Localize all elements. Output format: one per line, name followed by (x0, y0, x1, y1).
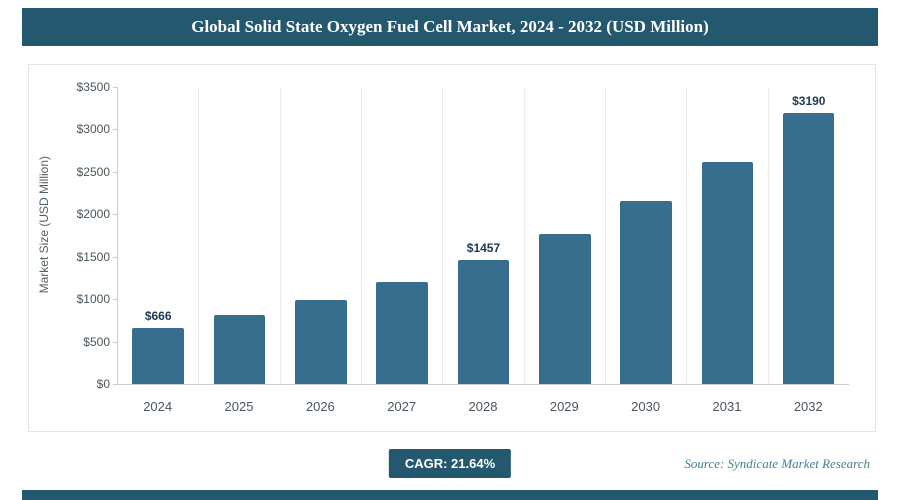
x-axis-label: 2031 (712, 399, 742, 414)
x-axis-label: 2028 (468, 399, 498, 414)
cagr-badge: CAGR: 21.64% (388, 449, 512, 478)
x-axis-label: 2027 (387, 399, 417, 414)
y-tick-mark (113, 341, 118, 343)
y-tick-mark (113, 299, 118, 301)
y-tick-mark (113, 256, 118, 258)
x-axis-label: 2024 (143, 399, 173, 414)
y-tick-label: $1500 (77, 250, 118, 264)
x-axis-label: 2025 (224, 399, 254, 414)
y-tick-mark (113, 87, 118, 88)
x-axis-labels: 2024 2025 2026 2027 2028 2029 2030 2031 2032 (117, 399, 849, 419)
bar-slot: $1457 (443, 87, 525, 384)
y-tick-label: $2000 (77, 207, 118, 221)
chart-title-banner: Global Solid State Oxygen Fuel Cell Mark… (22, 8, 878, 46)
bar (783, 113, 835, 384)
bar-value-label: $1457 (466, 241, 501, 256)
bar (376, 282, 428, 384)
bar (132, 327, 184, 384)
y-tick-label: $3000 (77, 122, 118, 136)
x-axis-label: 2029 (549, 399, 579, 414)
y-tick-mark (113, 384, 118, 385)
x-axis-label: 2030 (631, 399, 661, 414)
y-tick-label: $2500 (77, 165, 118, 179)
bar (620, 201, 672, 384)
bar-value-label: $666 (144, 308, 172, 323)
bar (701, 161, 754, 384)
source-note: Source: Syndicate Market Research (684, 456, 870, 471)
bar-slot: $666 (118, 87, 200, 384)
bar (295, 300, 347, 384)
y-axis-title-wrap: Market Size (USD Million) (35, 65, 53, 385)
bar-slot: $3190 (769, 87, 849, 384)
bar (457, 260, 510, 384)
bar-slot (687, 87, 769, 384)
cagr-label: CAGR: 21.64% (404, 456, 496, 471)
bar (213, 315, 266, 384)
y-tick-label: $3500 (77, 80, 118, 94)
chart-area: Market Size (USD Million) $0 $500 $1000 $15… (28, 64, 876, 432)
x-axis-label: 2032 (793, 399, 823, 414)
y-axis-title: Market Size (USD Million) (37, 156, 51, 294)
bars-row: $666 $1457 $3190 (118, 87, 849, 384)
bar-value-label: $3190 (792, 94, 826, 109)
chart-title: Global Solid State Oxygen Fuel Cell Mark… (191, 17, 709, 36)
y-tick-label: $500 (83, 335, 118, 349)
y-tick-mark (113, 129, 118, 131)
plot-area: $0 $500 $1000 $1500 $2000 $2500 $3000 $3500 $66… (77, 80, 849, 391)
y-tick-label: $1000 (77, 292, 118, 306)
bar-slot (199, 87, 281, 384)
bar-slot (606, 87, 688, 384)
bar-slot (362, 87, 444, 384)
bar-slot (525, 87, 606, 384)
y-tick-mark (113, 171, 118, 173)
x-axis-label: 2026 (305, 399, 335, 414)
bar-slot (281, 87, 362, 384)
y-tick-mark (113, 214, 118, 216)
y-tick-label: $0 (97, 377, 118, 391)
footer-bar (22, 490, 878, 500)
bar (539, 233, 591, 384)
